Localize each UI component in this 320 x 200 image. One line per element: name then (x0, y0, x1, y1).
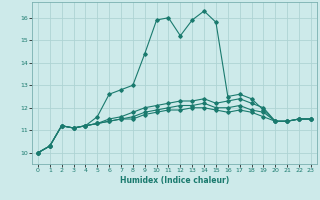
X-axis label: Humidex (Indice chaleur): Humidex (Indice chaleur) (120, 176, 229, 185)
